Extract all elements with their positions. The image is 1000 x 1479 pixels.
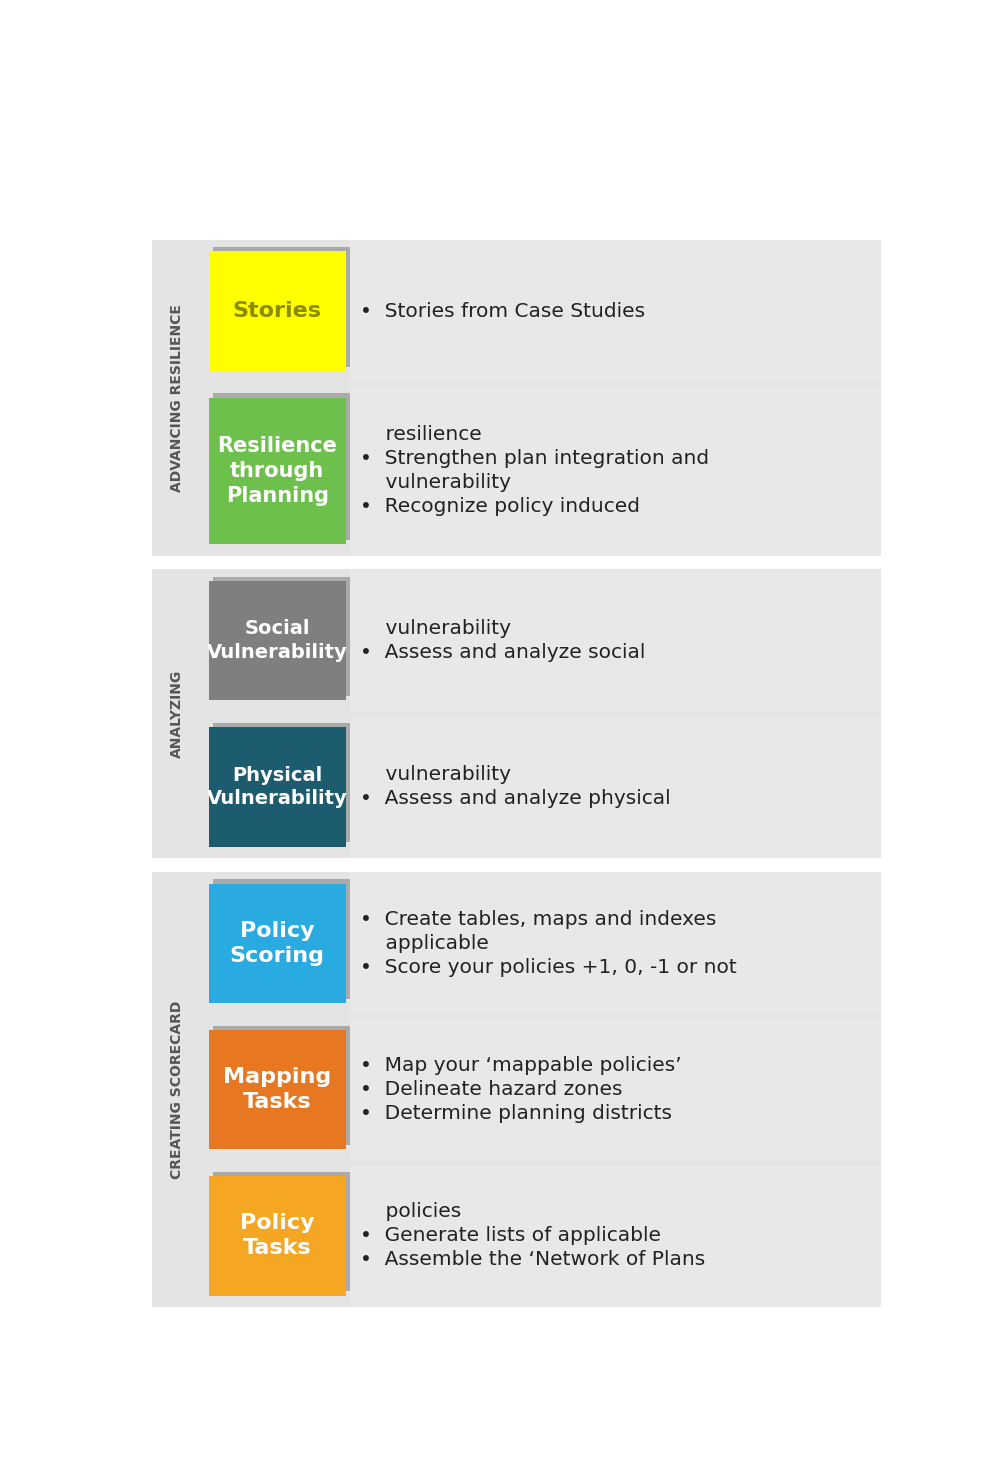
Text: CREATING SCORECARD: CREATING SCORECARD: [170, 1000, 184, 1179]
Text: Stories: Stories: [233, 302, 322, 321]
Bar: [213, 577, 350, 697]
Text: policies: policies: [360, 1202, 461, 1222]
Text: •  Score your policies +1, 0, -1 or not: • Score your policies +1, 0, -1 or not: [360, 958, 737, 976]
Text: resilience: resilience: [360, 426, 482, 444]
Bar: [209, 251, 346, 371]
Text: ANALYZING: ANALYZING: [170, 670, 184, 757]
Text: •  Delineate hazard zones: • Delineate hazard zones: [360, 1080, 622, 1099]
Text: •  Create tables, maps and indexes: • Create tables, maps and indexes: [360, 910, 716, 929]
Bar: [213, 247, 350, 367]
Text: •  Determine planning districts: • Determine planning districts: [360, 1105, 672, 1123]
Bar: [202, 873, 881, 1015]
Bar: [202, 240, 881, 382]
Bar: [202, 1164, 881, 1307]
Bar: [202, 716, 881, 858]
Bar: [350, 386, 881, 556]
Bar: [213, 1171, 350, 1291]
Bar: [209, 1176, 346, 1296]
Text: Resilience
through
Planning: Resilience through Planning: [217, 436, 337, 506]
Bar: [202, 1019, 881, 1161]
Bar: [350, 569, 881, 711]
Bar: [202, 386, 881, 556]
Bar: [209, 581, 346, 701]
Bar: [213, 393, 350, 540]
Text: Policy
Scoring: Policy Scoring: [230, 921, 325, 966]
Text: •  Recognize policy induced: • Recognize policy induced: [360, 497, 640, 516]
Text: applicable: applicable: [360, 933, 489, 952]
Text: •  Assemble the ‘Network of Plans: • Assemble the ‘Network of Plans: [360, 1250, 705, 1269]
Text: vulnerability: vulnerability: [360, 620, 511, 637]
Bar: [209, 1029, 346, 1149]
Text: •  Generate lists of applicable: • Generate lists of applicable: [360, 1226, 661, 1245]
Bar: [350, 240, 881, 382]
Bar: [152, 240, 881, 556]
Bar: [350, 716, 881, 858]
Text: Mapping
Tasks: Mapping Tasks: [223, 1068, 331, 1112]
Bar: [213, 1025, 350, 1145]
Text: vulnerability: vulnerability: [360, 766, 511, 784]
Bar: [350, 873, 881, 1015]
Bar: [209, 728, 346, 846]
Bar: [152, 873, 881, 1307]
Text: vulnerability: vulnerability: [360, 473, 511, 493]
Bar: [202, 569, 881, 711]
Text: •  Map your ‘mappable policies’: • Map your ‘mappable policies’: [360, 1056, 681, 1075]
Text: ADVANCING RESILIENCE: ADVANCING RESILIENCE: [170, 303, 184, 491]
Text: Physical
Vulnerability: Physical Vulnerability: [207, 766, 348, 808]
Text: •  Assess and analyze social: • Assess and analyze social: [360, 643, 645, 663]
Text: •  Assess and analyze physical: • Assess and analyze physical: [360, 790, 670, 809]
Bar: [209, 883, 346, 1003]
Text: Policy
Tasks: Policy Tasks: [240, 1213, 315, 1259]
Bar: [350, 1019, 881, 1161]
Text: •  Strengthen plan integration and: • Strengthen plan integration and: [360, 450, 709, 469]
Text: Social
Vulnerability: Social Vulnerability: [207, 620, 348, 663]
Bar: [213, 880, 350, 998]
Bar: [152, 569, 881, 858]
Bar: [350, 1164, 881, 1307]
Text: •  Stories from Case Studies: • Stories from Case Studies: [360, 302, 645, 321]
Bar: [209, 398, 346, 544]
Bar: [213, 723, 350, 843]
